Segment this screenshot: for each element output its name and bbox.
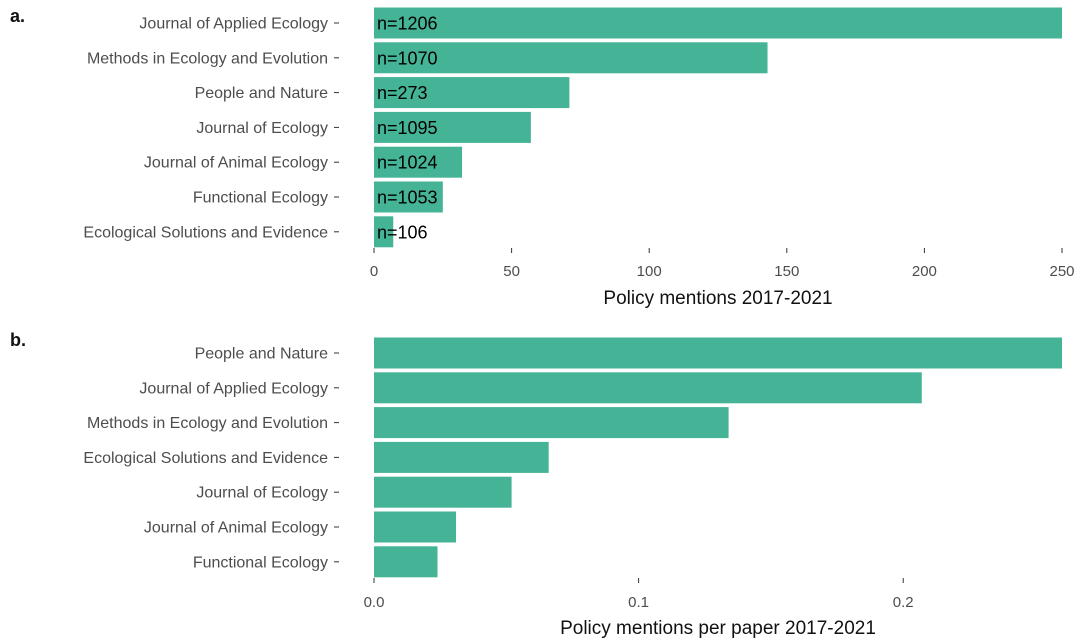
panel-a-x-tick-label: 250: [1049, 263, 1074, 280]
panel-a-bar: [374, 146, 463, 178]
panel-b-bar: [374, 372, 922, 404]
panel-b-letter: b.: [10, 330, 26, 350]
panel-b-bar: [374, 546, 438, 578]
panel-a-category-label: Ecological Solutions and Evidence: [83, 224, 328, 241]
panel-a-category-label: Journal of Ecology: [196, 120, 328, 137]
panel-a-category-label: Methods in Ecology and Evolution: [87, 50, 328, 67]
panel-b-category-label: People and Nature: [195, 346, 329, 363]
panel-a-x-tick-label: 100: [637, 263, 662, 280]
panel-a-bar: [374, 42, 768, 74]
panel-a-letter: a.: [10, 6, 25, 26]
panel-a-bar-label: n=1053: [377, 188, 438, 208]
panel-b-category-label: Ecological Solutions and Evidence: [83, 450, 328, 467]
panel-b-x-tick-label: 0.2: [893, 594, 914, 611]
panel-a-x-tick-label: 200: [912, 263, 937, 280]
panel-b-bar: [374, 476, 512, 508]
panel-b-category-label: Journal of Ecology: [196, 485, 328, 502]
panel-b-bar: [374, 337, 1062, 369]
panel-a-bar: [374, 7, 1062, 39]
panel-a-x-tick-label: 150: [774, 263, 799, 280]
panel-a-bar-label: n=106: [377, 222, 428, 242]
panel-b-bar: [374, 441, 549, 473]
panel-a-bar: [374, 111, 531, 143]
panel-b-category-label: Journal of Animal Ecology: [144, 520, 328, 537]
panel-a-bar-label: n=1206: [377, 14, 438, 34]
panel-a-category-label: Journal of Animal Ecology: [144, 155, 328, 172]
panel-a-x-axis-title: Policy mentions 2017-2021: [603, 288, 832, 309]
panel-a-x-tick-label: 50: [503, 263, 520, 280]
panel-b-category-label: Functional Ecology: [193, 554, 328, 571]
panel-a-category-label: Journal of Applied Ecology: [139, 16, 328, 33]
panel-b-x-tick-label: 0.0: [364, 594, 385, 611]
panel-a-x-tick-label: 0: [370, 263, 378, 280]
panel-a-bar-label: n=1095: [377, 118, 438, 138]
panel-a-bar-label: n=1070: [377, 48, 438, 68]
panel-b-category-label: Methods in Ecology and Evolution: [87, 415, 328, 432]
panel-a-bar: [374, 181, 443, 213]
panel-a-bar-label: n=1024: [377, 153, 438, 173]
panel-b-x-tick-label: 0.1: [628, 594, 649, 611]
panel-a-bar: [374, 216, 394, 248]
panel-a-bar-label: n=273: [377, 83, 428, 103]
panel-a-bar: [374, 77, 570, 109]
panel-b-bar: [374, 511, 457, 543]
panel-a-category-label: Functional Ecology: [193, 190, 328, 207]
panel-b-x-axis-title: Policy mentions per paper 2017-2021: [560, 618, 876, 639]
panel-b-category-label: Journal of Applied Ecology: [139, 380, 328, 397]
panel-b-bar: [374, 407, 729, 439]
panel-a-category-label: People and Nature: [195, 85, 329, 102]
